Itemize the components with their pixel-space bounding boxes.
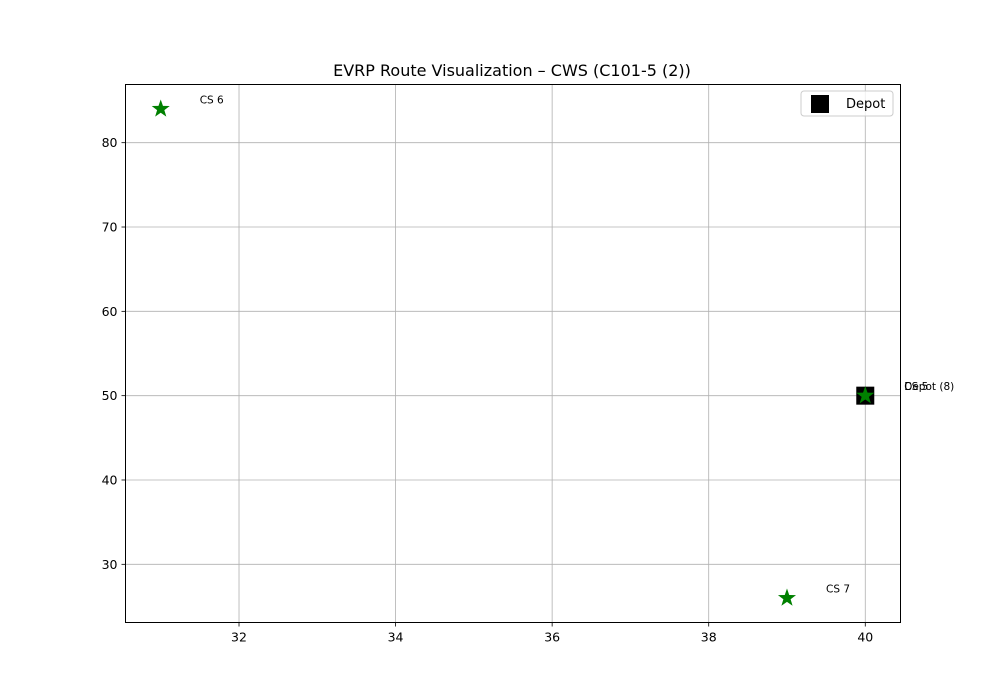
- y-tick-label: 30: [102, 557, 118, 572]
- point-label: CS 6: [200, 94, 224, 106]
- y-tick-label: 50: [102, 388, 118, 403]
- point-label: Depot (8): [904, 381, 954, 393]
- charging-station-marker: [151, 99, 170, 117]
- point-labels: Depot (8) CS 6 CS 7 CS 5: [200, 94, 955, 595]
- y-tick-label: 70: [102, 220, 118, 235]
- x-tick-label: 38: [701, 630, 717, 645]
- y-tick-label: 40: [102, 472, 118, 487]
- x-tick-label: 36: [544, 630, 560, 645]
- legend: Depot: [800, 90, 894, 117]
- charging-station-marker: [777, 588, 797, 606]
- x-tick-label: 40: [857, 630, 873, 645]
- y-tick-label: 80: [102, 135, 118, 150]
- y-tick-label: 60: [102, 304, 118, 319]
- charging-station-marker: [856, 386, 875, 404]
- plot-frame: [125, 84, 901, 623]
- x-tick-label: 32: [231, 630, 247, 645]
- legend-depot-marker: [811, 95, 829, 113]
- chart-title: EVRP Route Visualization – CWS (C101-5 (…: [333, 61, 691, 80]
- grid: [125, 84, 901, 623]
- point-label: CS 7: [826, 584, 850, 596]
- x-tick-label: 34: [388, 630, 404, 645]
- axes-ticks: 32 34 36 38 40 30 40 50 60 70 80: [102, 135, 874, 644]
- legend-depot-label: Depot: [846, 97, 885, 112]
- point-label: CS 5: [904, 381, 928, 393]
- data-markers: [151, 99, 875, 606]
